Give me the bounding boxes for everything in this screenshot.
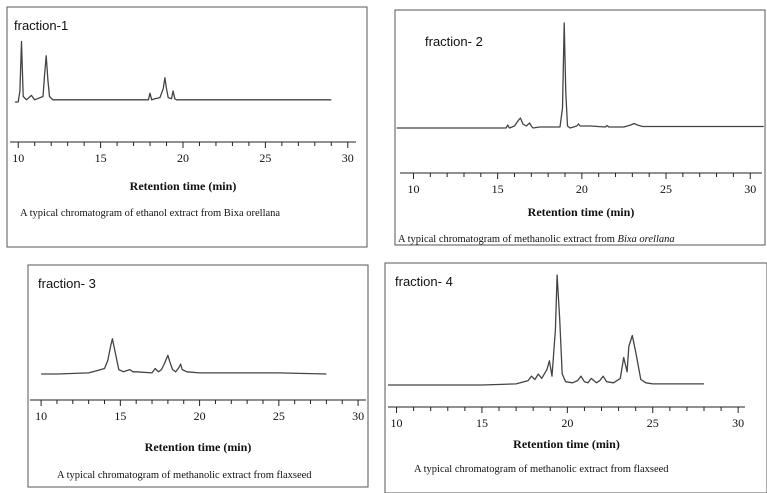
x-tick-label: 25 bbox=[273, 409, 285, 423]
caption-text: A typical chromatogram of ethanol extrac… bbox=[20, 208, 280, 219]
x-tick-label: 30 bbox=[342, 151, 354, 165]
x-tick-label: 30 bbox=[744, 182, 756, 196]
x-axis-title: Retention time (min) bbox=[130, 179, 237, 193]
fraction-label: fraction-1 bbox=[14, 18, 68, 33]
x-tick-label: 10 bbox=[391, 416, 403, 430]
x-axis-title: Retention time (min) bbox=[145, 440, 252, 454]
x-tick-label: 15 bbox=[114, 409, 126, 423]
x-tick-label: 15 bbox=[492, 182, 504, 196]
chart-caption: A typical chromatogram of ethanol extrac… bbox=[20, 208, 280, 219]
panel-frame bbox=[6, 6, 368, 248]
chart-caption: A typical chromatogram of methanolic ext… bbox=[414, 464, 669, 475]
x-tick-label: 20 bbox=[194, 409, 206, 423]
x-tick-label: 30 bbox=[732, 416, 744, 430]
x-tick-label: 15 bbox=[95, 151, 107, 165]
x-tick-label: 25 bbox=[660, 182, 672, 196]
panel-fraction-4: fraction- 4 10 15 20 25 30 Retention time (min… bbox=[384, 262, 767, 493]
panel-fraction-3: fraction- 3 10 15 20 25 30 Retention time (min… bbox=[27, 264, 369, 488]
x-axis-title: Retention time (min) bbox=[513, 437, 620, 451]
panel-fraction-1: fraction-1 10 15 20 25 30 Retention time (min)… bbox=[6, 6, 368, 248]
panel-frame bbox=[27, 264, 369, 488]
x-tick-label: 30 bbox=[352, 409, 364, 423]
panel-fraction-2: fraction- 2 10 15 20 25 30 Retention time (min… bbox=[394, 9, 766, 246]
x-tick-label: 15 bbox=[476, 416, 488, 430]
chart-caption: A typical chromatogram of methanolic ext… bbox=[57, 470, 312, 481]
fraction-label: fraction- 2 bbox=[425, 34, 483, 49]
chromatogram-trace bbox=[41, 338, 327, 375]
x-tick-label: 25 bbox=[259, 151, 271, 165]
chromatogram-trace bbox=[396, 22, 764, 129]
x-tick-label: 25 bbox=[647, 416, 659, 430]
caption-species: Bixa orellana bbox=[618, 234, 675, 245]
chromatogram-trace bbox=[14, 40, 332, 103]
x-tick-label: 10 bbox=[407, 182, 419, 196]
caption-text: A typical chromatogram of methanolic ext… bbox=[398, 234, 618, 245]
x-tick-label: 20 bbox=[576, 182, 588, 196]
caption-text: A typical chromatogram of methanolic ext… bbox=[57, 470, 312, 481]
chart-caption: A typical chromatogram of methanolic ext… bbox=[398, 234, 675, 245]
fraction-label: fraction- 4 bbox=[395, 274, 453, 289]
x-tick-label: 20 bbox=[561, 416, 573, 430]
panel-frame bbox=[394, 9, 766, 246]
fraction-label: fraction- 3 bbox=[38, 276, 96, 291]
caption-text: A typical chromatogram of methanolic ext… bbox=[414, 464, 669, 475]
chromatogram-trace bbox=[388, 274, 704, 386]
x-tick-label: 10 bbox=[35, 409, 47, 423]
x-tick-label: 20 bbox=[177, 151, 189, 165]
panel-frame bbox=[384, 262, 767, 493]
x-axis-title: Retention time (min) bbox=[528, 205, 635, 219]
x-tick-label: 10 bbox=[12, 151, 24, 165]
